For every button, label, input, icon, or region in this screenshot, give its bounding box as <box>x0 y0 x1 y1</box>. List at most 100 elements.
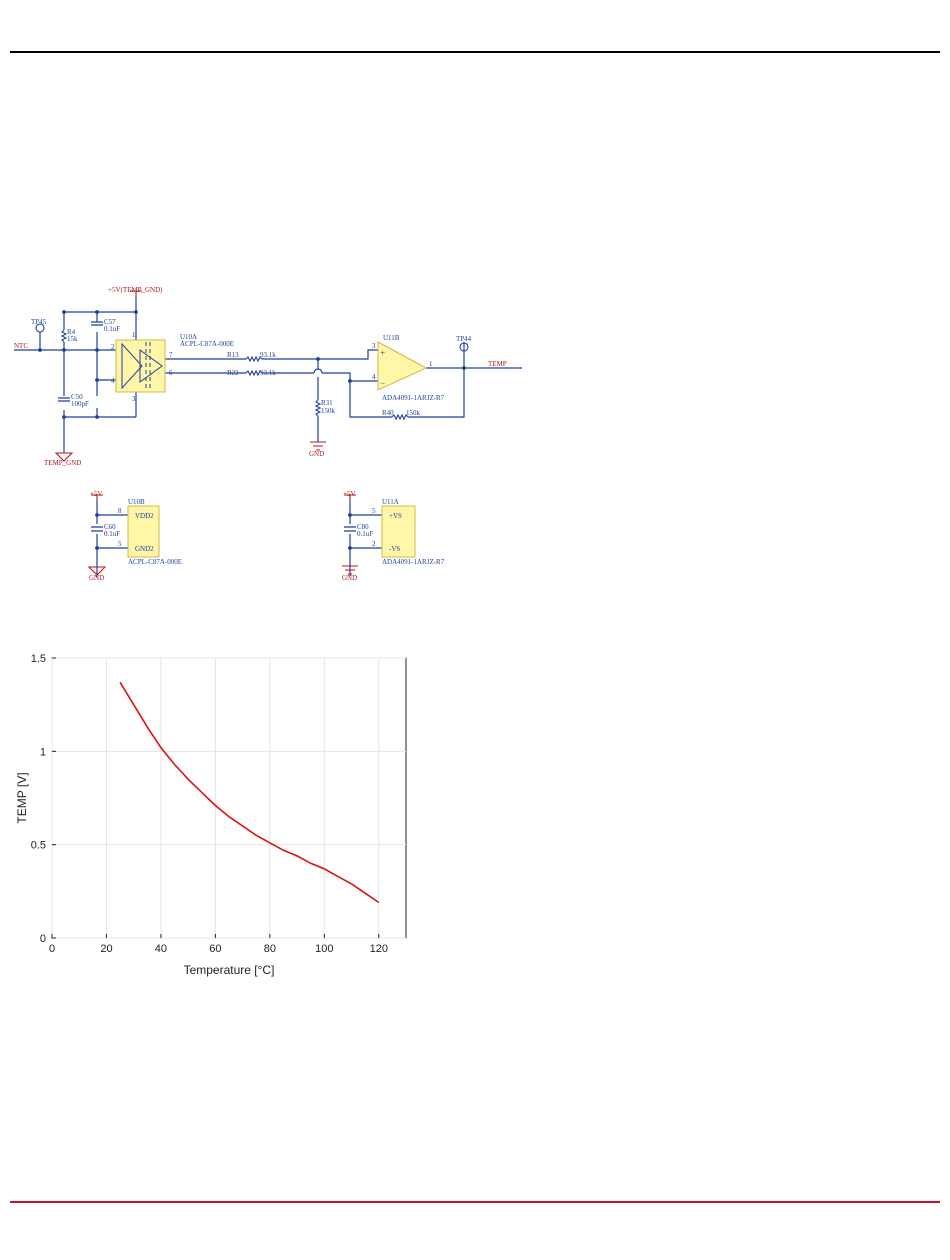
c57-symbol <box>91 321 103 326</box>
temp-gnd-symbol <box>54 452 74 462</box>
u11a-vp-label: +VS <box>389 512 402 520</box>
u11a-ref: U11A <box>382 498 399 506</box>
c80-symbol <box>344 526 356 532</box>
c50-ref: C50 <box>71 393 83 401</box>
junction-dot <box>348 379 352 383</box>
u10b-part: ACPL-C87A-000E <box>128 558 182 566</box>
u10a-pin: 1 <box>132 331 136 339</box>
x-tick-label: 40 <box>155 943 167 955</box>
plot-ticks: 0 20 40 60 80 100 120 0 0.5 1 1.5 <box>31 653 388 955</box>
u10a-ref: U10A <box>180 333 197 341</box>
r31-ref: R31 <box>321 399 333 407</box>
junction-dot <box>95 348 99 352</box>
r31-symbol <box>314 399 322 417</box>
junction-dot <box>95 378 99 382</box>
x-tick-label: 60 <box>209 943 221 955</box>
junction-dot <box>462 366 466 370</box>
r13-value: 93.1k <box>260 351 276 359</box>
u11b-minus-sign: − <box>380 378 385 388</box>
u10b-gnd-label: GND2 <box>135 545 154 553</box>
r4-symbol <box>60 329 68 343</box>
x-tick-label: 120 <box>370 943 388 955</box>
tp44-label: TP44 <box>456 335 472 343</box>
u11b-plus-sign: + <box>380 348 385 358</box>
r31-value: 150k <box>321 407 336 415</box>
c60-value: 0.1uF <box>104 530 120 538</box>
r13-symbol <box>245 355 263 363</box>
u11b-symbol <box>377 341 428 391</box>
plot-gridlines <box>51 657 406 939</box>
y-tick-label: 1 <box>40 746 46 758</box>
testpoints <box>35 323 469 352</box>
c50-symbol <box>58 397 70 402</box>
u11b-pin: 4 <box>372 373 376 381</box>
u11b-part: ADA4091-1ARJZ-R7 <box>382 394 445 402</box>
y-tick-label: 0 <box>40 933 46 945</box>
bottom-rule <box>10 1201 940 1203</box>
c80-value: 0.1uF <box>357 530 373 538</box>
temp-net-label: TEMP <box>488 360 507 368</box>
resistors <box>60 329 409 421</box>
x-tick-label: 0 <box>49 943 55 955</box>
r13-ref: R13 <box>227 351 239 359</box>
gnd-label: GND <box>309 450 324 458</box>
r4-ref: R4 <box>67 328 76 336</box>
power-symbols <box>54 290 358 576</box>
u10b-vdd-label: VDD2 <box>135 512 154 520</box>
u10a-pin: 4 <box>111 377 115 385</box>
junction-dot <box>95 546 99 550</box>
r4-value: 15k <box>67 335 78 343</box>
temp-gnd-label: TEMP_GND <box>44 459 81 467</box>
u11a-symbol <box>381 505 416 558</box>
x-tick-label: 20 <box>100 943 112 955</box>
junction-dot <box>348 546 352 550</box>
u11b-ref: U11B <box>383 334 400 342</box>
junction-dot <box>95 310 99 314</box>
c50-value: 100pF <box>71 400 89 408</box>
gnd-symbol <box>310 441 326 451</box>
c60-symbol <box>91 526 103 532</box>
tp45-label: TP45 <box>31 318 47 326</box>
x-tick-label: 100 <box>315 943 333 955</box>
ntc-net-label: NTC <box>14 342 28 350</box>
supply-label: +5V <box>343 490 356 498</box>
junction-dot <box>95 513 99 517</box>
y-tick-label: 1.5 <box>31 653 46 665</box>
u11a-pin: 2 <box>372 540 376 548</box>
y-axis-label: TEMP [V] <box>15 772 29 823</box>
junction-dot <box>316 357 320 361</box>
plot-frame <box>51 657 407 939</box>
supply-label: +5V <box>90 490 103 498</box>
u10a-pin: 6 <box>169 369 173 377</box>
u10a-pin: 2 <box>111 343 115 351</box>
junction-dot <box>348 513 352 517</box>
r40-symbol <box>391 413 409 421</box>
c57-value: 0.1uF <box>104 325 120 333</box>
capacitors <box>58 321 356 532</box>
tp45-circle <box>35 323 45 333</box>
u11a-part: ADA4091-1ARJZ-R7 <box>382 558 445 566</box>
r22-ref: R22 <box>227 369 239 377</box>
wire-crossover <box>313 368 323 374</box>
gnd-label: GND <box>89 574 104 582</box>
x-axis-label: Temperature [°C] <box>184 963 275 977</box>
c57-ref: C57 <box>104 318 116 326</box>
junction-dot <box>38 348 42 352</box>
u11b-pin: 3 <box>372 342 376 350</box>
series-line <box>119 681 380 904</box>
junction-dot <box>95 415 99 419</box>
u10a-pin: 7 <box>169 351 173 359</box>
u10a-part: ACPL-C87A-000E <box>180 340 234 348</box>
gnd-symbol <box>87 566 107 576</box>
x-tick-label: 80 <box>264 943 276 955</box>
c80-ref: C80 <box>357 523 369 531</box>
u10b-pin: 8 <box>118 507 122 515</box>
junction-dot <box>62 310 66 314</box>
gnd-label: GND <box>342 574 357 582</box>
r40-ref: R40 <box>382 409 394 417</box>
u10a-pin: 3 <box>132 395 136 403</box>
junction-dot <box>134 310 138 314</box>
y-tick-label: 0.5 <box>31 840 46 852</box>
